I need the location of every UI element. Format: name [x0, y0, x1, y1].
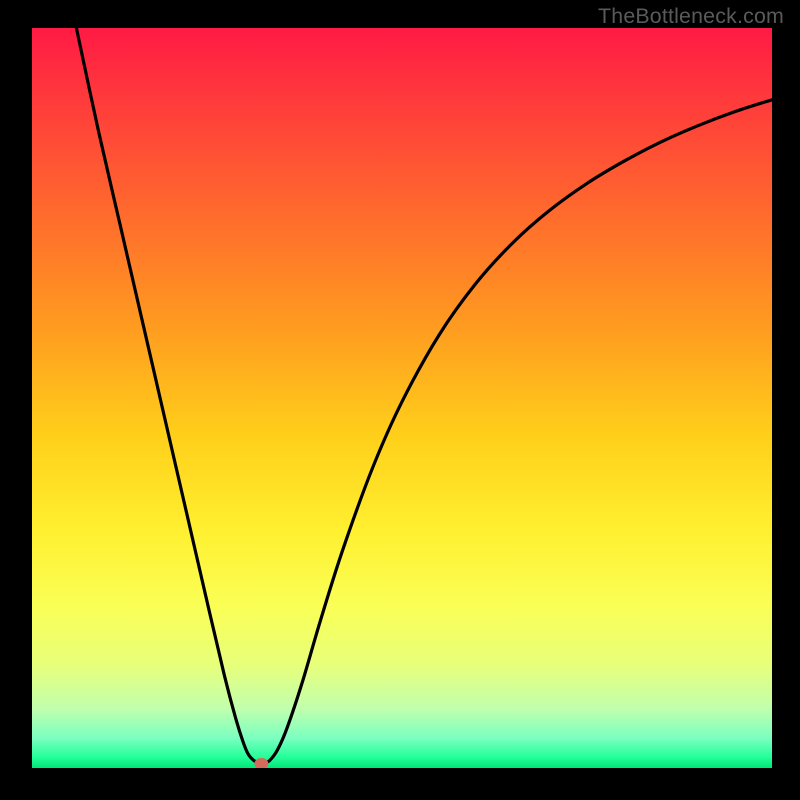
watermark-text: TheBottleneck.com [598, 4, 784, 29]
min-point-marker [32, 28, 772, 768]
plot-area [32, 28, 772, 768]
chart-frame: TheBottleneck.com [0, 0, 800, 800]
